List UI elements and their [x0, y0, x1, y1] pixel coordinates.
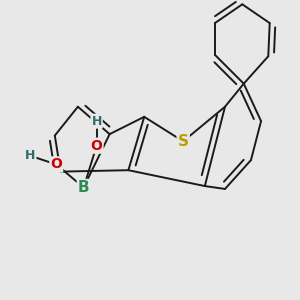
Text: B: B	[78, 180, 89, 195]
Text: H: H	[92, 115, 102, 128]
Text: H: H	[25, 149, 35, 162]
Text: S: S	[178, 134, 189, 149]
Text: O: O	[50, 158, 62, 171]
Text: O: O	[91, 139, 103, 153]
